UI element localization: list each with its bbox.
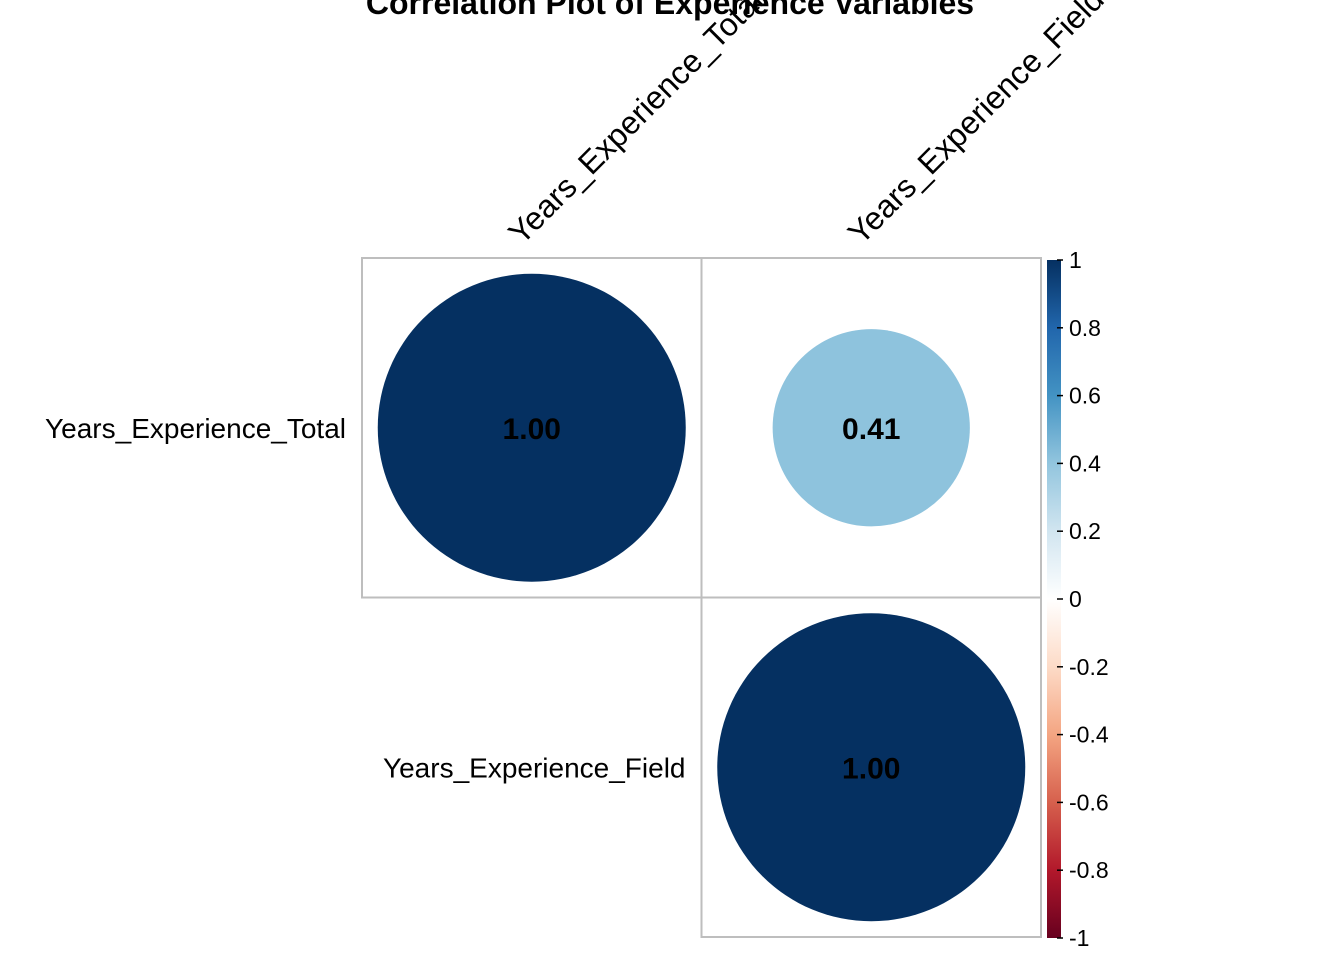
colorbar-tick-label: 0.8 [1069,315,1101,341]
colorbar: 1 0.8 0.6 0.4 0.2 0 -0.2 -0.4 -0.6 -0.8 -1 [1047,247,1109,951]
matrix-grid [361,257,1042,938]
colorbar-tick-label: 0 [1069,586,1082,612]
matrix-cell [700,596,1042,938]
colorbar-tick-label: 1 [1069,247,1082,273]
matrix-values: 1.00 0.41 1.00 [503,413,901,786]
row-label: Years_Experience_Total [45,413,346,444]
colorbar-tick-label: -0.6 [1069,789,1109,815]
row-label: Years_Experience_Field [383,752,686,783]
correlation-circle [717,613,1026,922]
matrix-circles [377,273,1026,922]
correlation-value-label: 1.00 [842,752,900,785]
correlation-value-label: 0.41 [842,413,900,446]
chart-title: Correlation Plot of Experience Variables [366,0,974,21]
correlation-circle [377,273,686,582]
colorbar-tick-label: -0.8 [1069,857,1109,883]
colorbar-tick-label: 0.2 [1069,518,1101,544]
colorbar-tick-label: 0.6 [1069,383,1101,409]
column-label: Years_Experience_Field [841,0,1111,251]
correlation-circle [772,329,970,527]
correlation-value-label: 1.00 [503,413,561,446]
colorbar-tick-label: -1 [1069,925,1089,951]
colorbar-gradient [1047,260,1061,938]
colorbar-tick-label: -0.4 [1069,722,1109,748]
column-label: Years_Experience_Total [501,0,770,251]
colorbar-tick-label: 0.4 [1069,450,1101,476]
colorbar-tick-label: -0.2 [1069,654,1109,680]
